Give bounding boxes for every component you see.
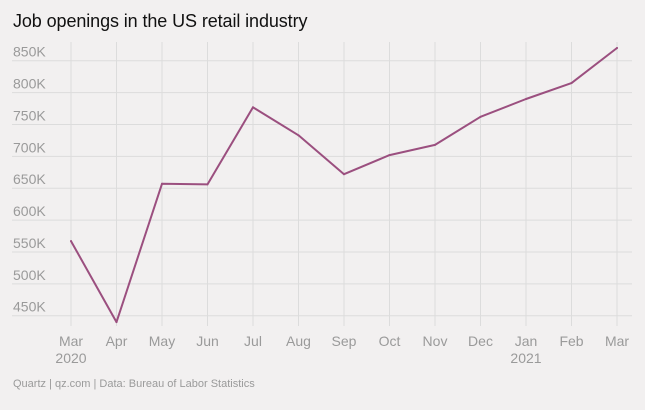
y-tick-label: 550K — [13, 235, 46, 251]
data-point — [343, 173, 345, 176]
data-point — [434, 143, 436, 146]
x-tick-label: Dec — [468, 333, 493, 349]
source-credit: Quartz | qz.com | Data: Bureau of Labor … — [13, 378, 255, 390]
y-tick-label: 500K — [13, 267, 46, 283]
x-tick-label: Jan — [515, 333, 538, 349]
x-tick-label: Sep — [332, 333, 357, 349]
data-point — [525, 97, 527, 100]
x-year-label: 2020 — [55, 350, 86, 366]
x-tick-label: Mar — [59, 333, 83, 349]
data-point — [616, 47, 618, 49]
x-year-label: 2021 — [510, 350, 541, 366]
y-tick-label: 850K — [13, 44, 46, 60]
data-point — [252, 106, 254, 109]
data-point — [479, 115, 482, 118]
chart-title: Job openings in the US retail industry — [13, 11, 308, 31]
data-point — [115, 321, 118, 324]
x-tick-label: Oct — [379, 333, 401, 349]
y-tick-label: 650K — [13, 171, 46, 187]
data-point — [297, 134, 300, 137]
y-tick-label: 600K — [13, 203, 46, 219]
y-tick-label: 800K — [13, 76, 46, 92]
data-point — [570, 82, 573, 85]
x-tick-label: Aug — [286, 333, 311, 349]
data-point — [70, 240, 72, 243]
y-tick-label: 700K — [13, 139, 46, 155]
x-tick-label: Apr — [106, 333, 128, 349]
data-point — [161, 182, 163, 185]
x-tick-label: Jul — [244, 333, 262, 349]
x-tick-label: May — [149, 333, 175, 349]
x-tick-label: Feb — [559, 333, 583, 349]
x-tick-label: Jun — [196, 333, 219, 349]
y-tick-label: 450K — [13, 299, 46, 315]
x-tick-label: Nov — [423, 333, 448, 349]
x-tick-label: Mar — [605, 333, 629, 349]
data-point — [206, 183, 209, 186]
y-tick-label: 750K — [13, 107, 46, 123]
data-point — [388, 154, 391, 157]
